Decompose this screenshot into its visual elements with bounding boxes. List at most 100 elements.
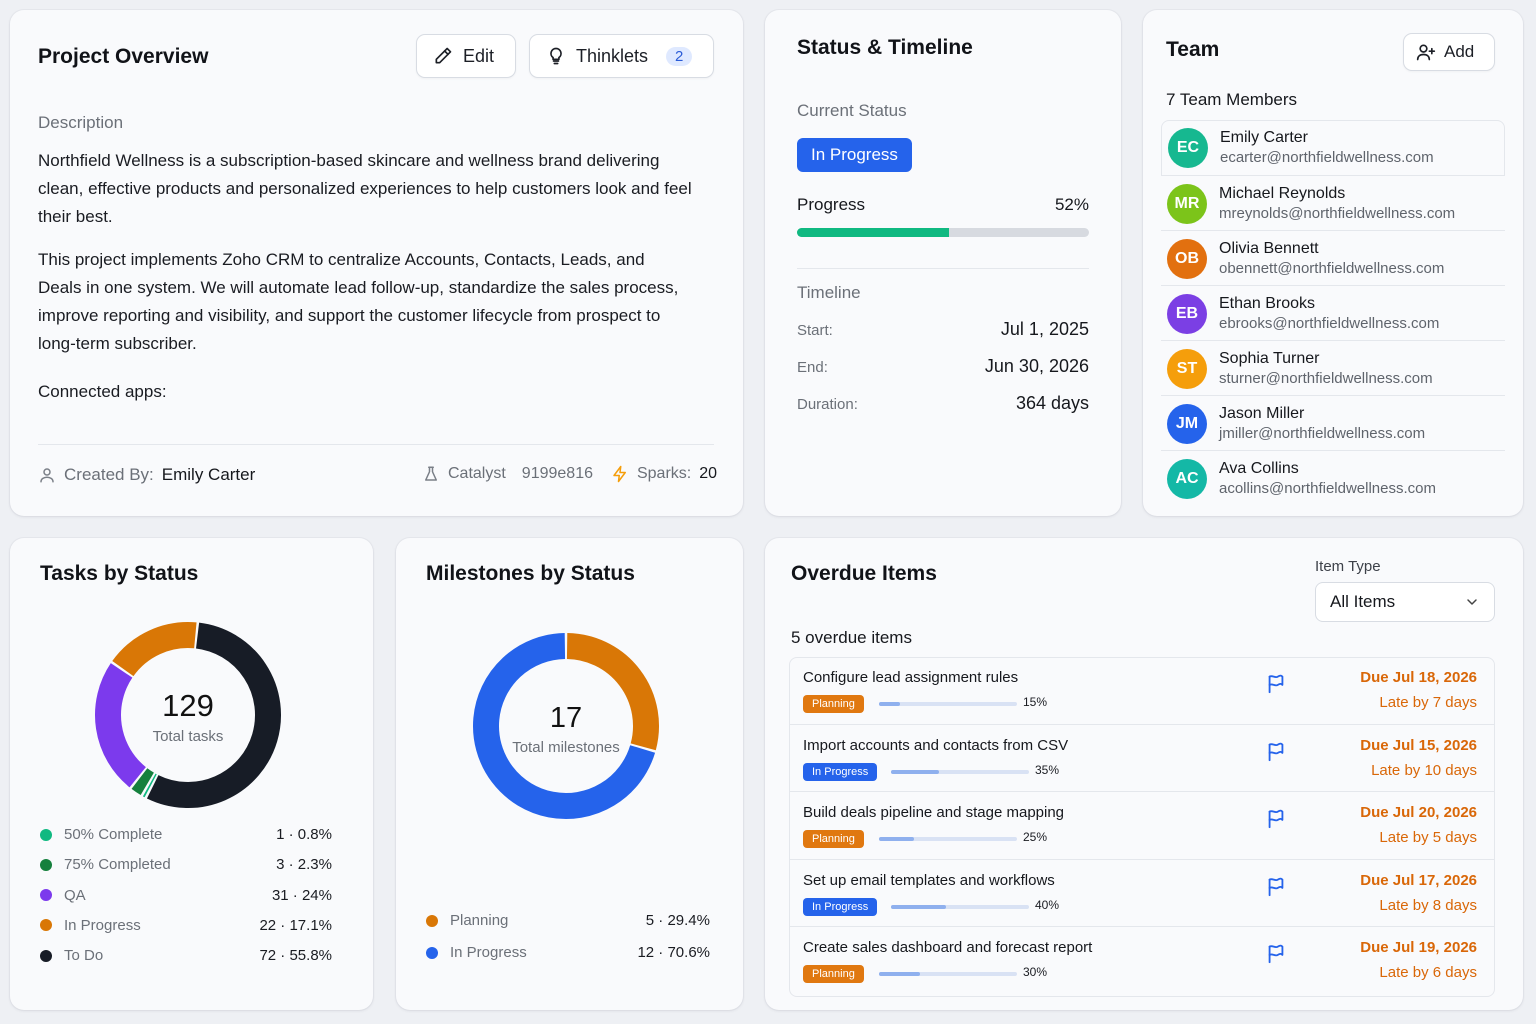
overdue-progress-bar xyxy=(891,769,1029,774)
overdue-progress-bar xyxy=(879,837,1017,842)
overdue-items-title: Overdue Items xyxy=(791,562,937,585)
overdue-item[interactable]: Configure lead assignment rules Planning 1… xyxy=(789,657,1495,725)
overdue-late-by: Late by 10 days xyxy=(1371,761,1477,779)
donut-slice-in-progress[interactable] xyxy=(473,633,656,819)
status-timeline-title: Status & Timeline xyxy=(797,36,973,59)
avatar: AC xyxy=(1167,458,1207,499)
tasks-by-status-card: Tasks by Status 129 Total tasks 50% Comp… xyxy=(10,538,373,1010)
member-email: ebrooks@northfieldwellness.com xyxy=(1219,314,1440,332)
project-overview-title: Project Overview xyxy=(38,45,209,68)
created-by-label: Created By: xyxy=(64,465,154,484)
member-name: Olivia Bennett xyxy=(1219,239,1319,257)
member-info: Sophia Turner sturner@northfieldwellness.… xyxy=(1219,349,1433,389)
legend-label: 75% Completed xyxy=(64,856,171,874)
start-value: Jul 1, 2025 xyxy=(1000,319,1089,339)
overdue-due-date: Due Jul 18, 2026 xyxy=(1360,669,1477,686)
team-card: Team Add 7 Team Members EC Emily Carter ec… xyxy=(1143,10,1523,516)
thinklets-button[interactable]: Thinklets 2 xyxy=(529,34,714,78)
team-member-row[interactable]: ST Sophia Turner sturner@northfieldwellnes… xyxy=(1161,340,1505,396)
flag-icon[interactable] xyxy=(1265,741,1287,763)
add-user-icon xyxy=(1416,42,1436,62)
avatar: EC xyxy=(1168,128,1208,168)
flask-icon xyxy=(422,465,440,483)
member-info: Michael Reynolds mreynolds@northfieldwell… xyxy=(1219,184,1455,224)
avatar: MR xyxy=(1167,183,1207,224)
status-badge: In Progress xyxy=(803,897,878,916)
connected-apps-label: Connected apps: xyxy=(38,382,167,401)
overdue-late-by: Late by 8 days xyxy=(1379,896,1477,914)
description-paragraph-1: Northfield Wellness is a subscription-ba… xyxy=(38,151,692,226)
donut-slice-50-complete[interactable] xyxy=(142,773,157,798)
overdue-item-title: Build deals pipeline and stage mapping xyxy=(803,804,1065,822)
overdue-progress-bar xyxy=(879,702,1017,706)
overdue-progress-percent: 30% xyxy=(1023,965,1048,980)
overdue-late-by: Late by 6 days xyxy=(1379,964,1477,982)
pencil-icon xyxy=(433,46,453,66)
team-member-row[interactable]: EC Emily Carter ecarter@northfieldwellness… xyxy=(1161,120,1505,176)
legend-row: QA 31 · 24% xyxy=(40,887,332,904)
footer-divider xyxy=(38,444,714,445)
member-email: ecarter@northfieldwellness.com xyxy=(1220,149,1434,166)
current-status-badge: In Progress xyxy=(797,138,912,172)
item-type-select[interactable]: All Items xyxy=(1315,582,1495,622)
member-email: sturner@northfieldwellness.com xyxy=(1219,369,1433,387)
overdue-item[interactable]: Build deals pipeline and stage mapping Pl… xyxy=(789,792,1495,860)
legend-dot xyxy=(40,949,52,962)
overdue-late-by: Late by 5 days xyxy=(1379,829,1477,847)
overdue-due-date: Due Jul 20, 2026 xyxy=(1360,804,1477,822)
overdue-progress-percent: 25% xyxy=(1023,830,1048,845)
overdue-item[interactable]: Import accounts and contacts from CSV In … xyxy=(789,725,1495,793)
add-member-button[interactable]: Add xyxy=(1403,33,1495,71)
thinklets-count-badge: 2 xyxy=(666,46,693,66)
milestones-by-status-card: Milestones by Status 17 Total milestones… xyxy=(396,538,743,1010)
donut-slice-planning[interactable] xyxy=(566,633,659,751)
overdue-progress-fill xyxy=(879,972,921,977)
team-member-row[interactable]: OB Olivia Bennett obennett@northfieldwelln… xyxy=(1161,230,1505,286)
flag-icon[interactable] xyxy=(1265,673,1287,695)
edit-button[interactable]: Edit xyxy=(416,34,516,78)
overdue-item[interactable]: Create sales dashboard and forecast repo… xyxy=(789,927,1495,995)
flag-icon[interactable] xyxy=(1265,876,1287,898)
legend-value: 1 · 0.8% xyxy=(276,826,332,843)
legend-row: In Progress 12 · 70.6% xyxy=(426,944,710,961)
legend-row: 75% Completed 3 · 2.3% xyxy=(40,856,332,873)
member-email: obennett@northfieldwellness.com xyxy=(1219,259,1445,277)
chevron-down-icon xyxy=(1464,594,1480,610)
overdue-list-border xyxy=(789,657,1495,997)
member-info: Ava Collins acollins@northfieldwellness.c… xyxy=(1219,459,1436,499)
donut-slice-to-do[interactable] xyxy=(146,622,281,808)
flag-icon[interactable] xyxy=(1265,943,1287,965)
overdue-item[interactable]: Set up email templates and workflows In P… xyxy=(789,860,1495,928)
legend-value: 22 · 17.1% xyxy=(259,916,332,934)
team-member-row[interactable]: JM Jason Miller jmiller@northfieldwellness… xyxy=(1161,395,1505,451)
team-member-row[interactable]: AC Ava Collins acollins@northfieldwellness… xyxy=(1161,450,1505,506)
team-member-row[interactable]: MR Michael Reynolds mreynolds@northfieldwe… xyxy=(1161,175,1505,231)
legend-dot xyxy=(40,858,52,871)
member-email: acollins@northfieldwellness.com xyxy=(1219,479,1436,497)
overdue-progress-bar xyxy=(879,972,1017,977)
member-info: Jason Miller jmiller@northfieldwellness.c… xyxy=(1219,404,1425,444)
overdue-progress-percent: 15% xyxy=(1023,695,1048,709)
overdue-due-date: Due Jul 19, 2026 xyxy=(1360,939,1477,957)
tasks-legend: 50% Complete 1 · 0.8% 75% Completed 3 · 2.3… xyxy=(40,826,332,1006)
end-label: End: xyxy=(797,359,828,376)
donut-slice-75-completed[interactable] xyxy=(131,768,155,796)
legend-value: 31 · 24% xyxy=(271,886,332,904)
thinklets-label: Thinklets xyxy=(576,45,649,66)
team-member-row[interactable]: EB Ethan Brooks ebrooks@northfieldwellness… xyxy=(1161,285,1505,341)
progress-label: Progress xyxy=(797,195,866,214)
member-name: Ethan Brooks xyxy=(1219,294,1316,312)
legend-dot xyxy=(40,919,52,932)
legend-row: 50% Complete 1 · 0.8% xyxy=(40,826,332,843)
catalyst-info: Catalyst 9199e816 Sparks: 20 xyxy=(422,465,717,483)
overdue-progress-fill xyxy=(891,904,947,909)
legend-value: 72 · 55.8% xyxy=(259,947,332,965)
legend-dot xyxy=(40,828,52,841)
sparks-label: Sparks: xyxy=(636,465,692,482)
member-info: Olivia Bennett obennett@northfieldwellnes… xyxy=(1219,239,1444,279)
flag-icon[interactable] xyxy=(1265,808,1287,830)
donut-slice-qa[interactable] xyxy=(95,663,147,788)
donut-slice-in-progress[interactable] xyxy=(112,622,197,677)
sparks-value: 20 xyxy=(699,465,718,482)
duration-value: 364 days xyxy=(1015,393,1089,413)
